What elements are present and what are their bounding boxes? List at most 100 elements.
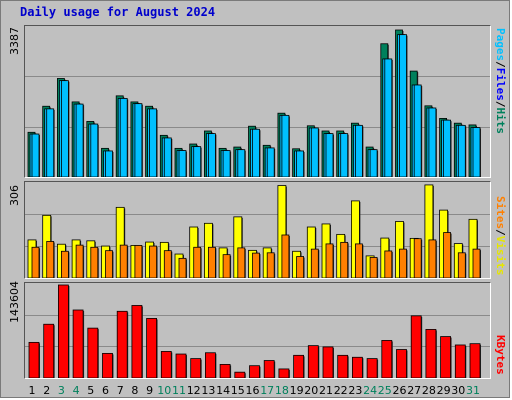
day-label: 21 — [319, 384, 333, 397]
day-label: 23 — [348, 384, 363, 397]
sites-bar — [428, 239, 437, 278]
sites-bar — [163, 250, 172, 278]
kbytes-bar — [43, 323, 55, 378]
pages-bar — [193, 146, 202, 177]
sites-bar — [207, 246, 216, 278]
pages-bar — [237, 149, 246, 177]
day-label: 30 — [451, 384, 466, 397]
day-label: 9 — [146, 384, 154, 397]
day-label: 28 — [421, 384, 436, 397]
kbytes-axis-label: KBytes — [494, 335, 507, 375]
sites-bar — [296, 256, 305, 278]
day-label: 18 — [274, 384, 289, 397]
pages-bar — [31, 133, 40, 177]
kbytes-bar — [146, 318, 157, 378]
pages-bar — [369, 149, 378, 177]
pages-bar — [296, 150, 305, 177]
day-label: 19 — [289, 384, 304, 397]
kbytes-bar — [351, 356, 363, 378]
pages-bar — [340, 133, 349, 177]
pages-bar — [134, 103, 143, 177]
pages-bar — [443, 119, 452, 177]
kbytes-bar — [469, 343, 481, 378]
day-label: 31 — [466, 384, 480, 397]
pages-bar — [325, 133, 334, 177]
day-label: 10 — [157, 384, 172, 397]
kbytes-max-label: 143604 — [8, 281, 21, 323]
day-label: 8 — [131, 384, 139, 397]
kbytes-bar — [263, 360, 275, 378]
sites-bar — [178, 257, 187, 278]
kbytes-bar — [366, 358, 378, 378]
sites-bar — [369, 257, 378, 278]
day-label: 1 — [28, 384, 36, 397]
day-label: 15 — [230, 384, 245, 397]
kbytes-bar — [278, 368, 290, 378]
day-label: 2 — [43, 384, 51, 397]
pages-bar — [399, 34, 407, 177]
day-label: 25 — [377, 384, 392, 397]
sites-label: Sites — [494, 196, 507, 230]
day-label: 29 — [436, 384, 451, 397]
kbytes-bar — [440, 336, 452, 378]
kbytes-bar — [293, 354, 305, 378]
pages-bar — [75, 103, 84, 177]
kbytes-bar — [190, 358, 202, 378]
hits-max-label: 3387 — [8, 27, 21, 55]
pages-bar — [413, 84, 422, 177]
sites-bar — [354, 243, 363, 278]
kbytes-bar — [58, 284, 69, 378]
kbytes-bar — [102, 352, 113, 378]
kbytes-bar — [160, 351, 172, 378]
pages-bar — [428, 107, 437, 177]
kbytes-bar — [204, 352, 216, 378]
kbytes-panel — [24, 282, 491, 379]
visits-bar — [350, 200, 360, 278]
kbytes-chart — [25, 284, 490, 378]
day-label: 22 — [333, 384, 348, 397]
visits-bar — [468, 218, 478, 278]
sites-bar — [119, 244, 128, 278]
pages-bar — [310, 127, 319, 177]
pages-label: Pages — [494, 28, 507, 62]
kbytes-bar — [410, 315, 422, 378]
day-label: 20 — [304, 384, 319, 397]
hits-label: Hits — [494, 107, 507, 135]
kbytes-bar — [307, 345, 319, 378]
kbytes-bar — [454, 344, 466, 378]
hits-files-pages-axis-label: Pages/Files/Hits — [494, 28, 507, 134]
sites-bar — [222, 254, 231, 278]
kbytes-bar — [249, 365, 260, 378]
sites-bar — [281, 234, 290, 278]
separator: / — [494, 229, 507, 236]
sites-bar — [75, 244, 84, 278]
visits-label: Visits — [494, 235, 507, 276]
kbytes-bar — [396, 349, 407, 378]
kbytes-bar — [131, 305, 143, 378]
day-label: 14 — [216, 384, 231, 397]
kbytes-bar — [234, 371, 246, 378]
visits-bar — [115, 206, 125, 278]
day-label: 26 — [392, 384, 407, 397]
kbytes-bar — [116, 310, 128, 378]
visits-sites-panel — [24, 181, 491, 279]
sites-bar — [252, 252, 260, 278]
kbytes-bar — [175, 353, 187, 378]
sites-bar — [193, 246, 202, 278]
sites-bar — [31, 246, 40, 278]
visits-sites-chart — [25, 184, 490, 278]
day-label: 5 — [87, 384, 95, 397]
day-label: 4 — [72, 384, 80, 397]
separator: / — [494, 61, 507, 68]
kbytes-bar — [322, 346, 334, 378]
day-label: 13 — [201, 384, 216, 397]
day-label: 16 — [245, 384, 260, 397]
kbytes-bar — [425, 329, 437, 378]
visits-max-label: 306 — [8, 185, 21, 206]
sites-bar — [237, 247, 246, 278]
visits-bar — [233, 216, 243, 278]
kbytes-bar — [28, 341, 40, 378]
sites-visits-axis-label: Sites/Visits — [494, 196, 507, 276]
pages-bar — [207, 133, 216, 177]
kbytes-bar — [337, 354, 349, 378]
